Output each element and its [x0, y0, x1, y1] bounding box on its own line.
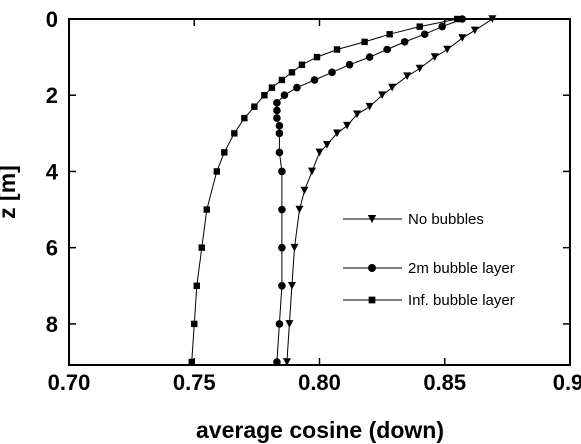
data-point — [420, 30, 429, 39]
data-point — [470, 26, 479, 35]
data-point — [443, 45, 452, 54]
legend-marker — [367, 215, 377, 223]
data-point — [290, 243, 299, 252]
data-point — [361, 38, 368, 46]
x-tick-label: 0.70 — [48, 370, 91, 395]
data-point — [221, 149, 228, 156]
data-point — [213, 168, 220, 175]
data-point — [383, 45, 391, 54]
plot-frame — [68, 18, 571, 366]
data-point — [333, 46, 341, 53]
x-tick-label: 0.80 — [298, 370, 341, 395]
data-point — [307, 167, 316, 176]
y-tick-label: 6 — [46, 236, 58, 261]
data-point — [203, 206, 210, 213]
y-tick-label: 0 — [46, 7, 58, 32]
data-point — [430, 53, 439, 61]
series-group — [188, 15, 497, 366]
data-point — [403, 72, 412, 80]
data-point — [278, 167, 286, 176]
data-point — [378, 91, 387, 100]
data-point — [343, 121, 352, 130]
data-point — [280, 91, 289, 100]
data-point — [415, 64, 424, 73]
data-point — [333, 129, 342, 138]
data-point — [313, 53, 321, 61]
data-point — [438, 22, 447, 31]
y-axis-title: z [m] — [0, 165, 20, 219]
data-point — [241, 114, 248, 122]
legend-label: No bubbles — [408, 211, 484, 228]
series-square — [188, 15, 461, 366]
data-point — [273, 106, 281, 115]
data-point — [323, 140, 332, 149]
legend-label: 2m bubble layer — [408, 260, 515, 277]
data-point — [298, 61, 306, 68]
data-point — [231, 130, 238, 137]
data-point — [353, 110, 362, 119]
legend: No bubbles 2m bubble layer Inf. bubble lay… — [343, 211, 515, 309]
data-point — [198, 244, 205, 251]
data-point — [275, 320, 284, 328]
legend-marker — [368, 264, 376, 272]
data-point — [278, 76, 286, 84]
y-tick-label: 8 — [46, 312, 58, 337]
data-point — [261, 92, 268, 99]
series-circle — [273, 15, 467, 366]
data-point — [193, 282, 200, 289]
data-point — [275, 148, 284, 157]
data-point — [458, 34, 467, 42]
data-point — [300, 186, 309, 195]
data-point — [388, 83, 397, 92]
data-point — [278, 205, 286, 214]
legend-marker — [368, 296, 376, 304]
data-point — [365, 53, 374, 61]
data-point — [278, 243, 286, 252]
data-point — [275, 121, 284, 130]
data-point — [282, 358, 291, 366]
data-point — [345, 60, 354, 69]
data-point — [416, 23, 423, 30]
data-point — [285, 320, 294, 328]
data-point — [400, 38, 409, 46]
data-point — [288, 69, 296, 76]
data-point — [365, 102, 374, 111]
data-point — [328, 68, 336, 77]
data-point — [273, 358, 281, 366]
data-point — [273, 99, 281, 107]
series-line — [286, 18, 493, 363]
data-point — [293, 83, 301, 92]
data-point — [310, 76, 319, 84]
axis-ticks: 0.70 0.75 0.80 0.85 0.9 0 2 4 6 8 — [46, 7, 581, 395]
data-point — [315, 148, 324, 157]
x-axis-title: average cosine (down) — [196, 417, 444, 443]
legend-label: Inf. bubble layer — [408, 292, 515, 309]
series-triangle-down — [282, 15, 497, 366]
y-tick-label: 2 — [46, 83, 58, 108]
data-point — [295, 205, 304, 214]
data-point — [488, 15, 497, 23]
data-point — [191, 320, 198, 328]
data-point — [188, 358, 195, 366]
data-point — [287, 281, 296, 290]
data-point — [273, 114, 281, 122]
data-point — [275, 129, 284, 138]
x-tick-label: 0.85 — [423, 370, 466, 395]
data-point — [251, 103, 258, 110]
data-point — [454, 15, 461, 23]
data-point — [386, 31, 393, 38]
x-tick-label: 0.75 — [173, 370, 216, 395]
data-point — [278, 281, 286, 290]
y-tick-label: 4 — [46, 159, 59, 184]
x-tick-label: 0.9 — [553, 370, 581, 395]
data-point — [268, 84, 276, 91]
